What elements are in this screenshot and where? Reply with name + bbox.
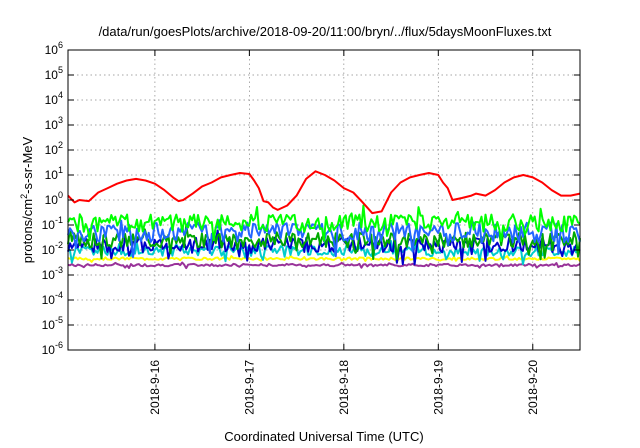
y-label-prefix: protons/cm	[20, 199, 35, 263]
x-tick-label: 2018-9-18	[337, 360, 351, 415]
y-tick-base: 10	[42, 343, 56, 357]
x-tick-label: 2018-9-20	[526, 360, 540, 415]
y-tick-label: 102	[45, 140, 63, 157]
x-tick-label: 2018-9-17	[242, 360, 256, 415]
y-tick-label: 101	[45, 165, 63, 182]
x-tick-label: 2018-9-19	[431, 360, 445, 415]
y-tick-exp: 2	[58, 140, 63, 150]
y-tick-label: 10-5	[42, 315, 63, 332]
chart-title: /data/run/goesPlots/archive/2018-09-20/1…	[99, 24, 552, 39]
series-line	[67, 170, 581, 215]
y-tick-label: 10-3	[42, 265, 63, 282]
y-tick-label: 105	[45, 65, 63, 82]
y-tick-exp: 6	[58, 40, 63, 50]
y-tick-exp: -2	[55, 240, 63, 250]
y-tick-base: 10	[42, 293, 56, 307]
y-tick-exp: -1	[55, 215, 63, 225]
y-tick-base: 10	[42, 268, 56, 282]
series-line	[67, 239, 581, 266]
y-tick-base: 10	[42, 318, 56, 332]
y-tick-exp: 5	[58, 65, 63, 75]
y-tick-base: 10	[45, 193, 59, 207]
y-tick-base: 10	[42, 243, 56, 257]
y-tick-base: 10	[45, 93, 59, 107]
y-tick-exp: -6	[55, 340, 63, 350]
y-tick-exp: -3	[55, 265, 63, 275]
series-layer	[67, 170, 581, 270]
y-tick-base: 10	[45, 43, 59, 57]
y-tick-label: 106	[45, 40, 63, 57]
y-tick-exp: 3	[58, 115, 63, 125]
y-tick-base: 10	[42, 218, 56, 232]
y-tick-exp: 0	[58, 190, 63, 200]
y-tick-base: 10	[45, 168, 59, 182]
y-tick-exp: -4	[55, 290, 63, 300]
y-label-exp: 2	[19, 194, 29, 199]
y-tick-label: 10-1	[42, 215, 63, 232]
series-line	[67, 204, 581, 243]
y-tick-base: 10	[45, 68, 59, 82]
y-tick-label: 100	[45, 190, 63, 207]
y-label-suffix: -s-sr-MeV	[20, 136, 35, 193]
y-tick-base: 10	[45, 143, 59, 157]
x-axis-label: Coordinated Universal Time (UTC)	[224, 429, 423, 444]
y-tick-exp: 1	[58, 165, 63, 175]
series-line	[67, 254, 581, 263]
y-tick-label: 10-4	[42, 290, 63, 307]
y-tick-base: 10	[45, 118, 59, 132]
series-line	[67, 261, 581, 270]
series-line	[67, 229, 581, 266]
ticks: 10-610-510-410-310-210-11001011021031041…	[42, 40, 580, 415]
y-axis-label: protons/cm2-s-sr-MeV	[19, 136, 35, 263]
x-tick-label: 2018-9-16	[148, 360, 162, 415]
y-tick-exp: -5	[55, 315, 63, 325]
y-tick-label: 10-6	[42, 340, 63, 357]
y-tick-label: 103	[45, 115, 63, 132]
y-tick-label: 10-2	[42, 240, 63, 257]
y-tick-label: 104	[45, 90, 63, 107]
grid	[68, 50, 580, 350]
y-tick-exp: 4	[58, 90, 63, 100]
